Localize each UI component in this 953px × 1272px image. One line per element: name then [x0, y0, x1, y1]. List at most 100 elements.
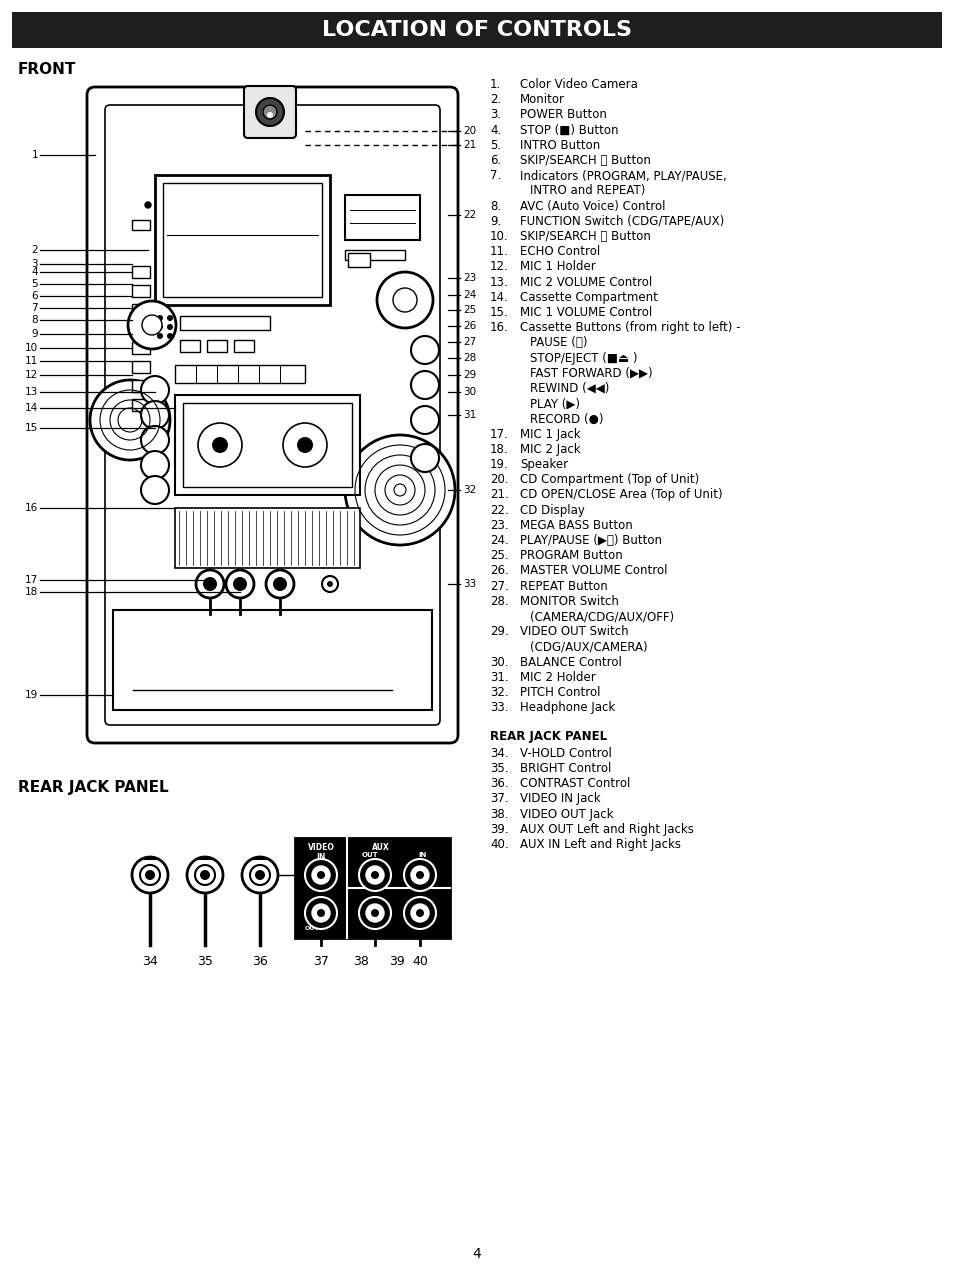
Text: 5: 5: [31, 279, 38, 289]
Text: 35.: 35.: [490, 762, 508, 775]
Text: CD Display: CD Display: [519, 504, 584, 516]
Text: 33.: 33.: [490, 701, 508, 714]
Text: PITCH Control: PITCH Control: [519, 686, 599, 700]
Text: Speaker: Speaker: [519, 458, 568, 471]
Circle shape: [233, 577, 247, 591]
Text: 4.: 4.: [490, 123, 500, 136]
Text: 10: 10: [25, 343, 38, 354]
Text: MIC 1 Jack: MIC 1 Jack: [519, 427, 580, 440]
Bar: [174, 396, 359, 495]
Text: MIC 2 Jack: MIC 2 Jack: [519, 443, 580, 455]
Circle shape: [141, 452, 169, 480]
Circle shape: [141, 401, 169, 429]
Bar: [345, 195, 419, 240]
Text: Cassette Buttons (from right to left) -: Cassette Buttons (from right to left) -: [519, 322, 740, 335]
Circle shape: [316, 909, 325, 917]
Text: V-HOLD Control: V-HOLD Control: [519, 747, 611, 759]
Text: 23.: 23.: [490, 519, 508, 532]
Bar: [132, 304, 150, 315]
Text: FAST FORWARD (▶▶): FAST FORWARD (▶▶): [530, 366, 652, 380]
Bar: [174, 365, 305, 383]
Text: 20.: 20.: [490, 473, 508, 486]
Text: 12: 12: [25, 370, 38, 380]
Text: ECHO Control: ECHO Control: [519, 245, 599, 258]
Bar: [180, 315, 270, 329]
Text: 25.: 25.: [490, 550, 508, 562]
Text: REPEAT Button: REPEAT Button: [519, 580, 607, 593]
Text: STOP (■) Button: STOP (■) Button: [519, 123, 618, 136]
Circle shape: [371, 871, 378, 879]
Text: 1: 1: [31, 150, 38, 160]
Text: RECORD (●): RECORD (●): [530, 412, 603, 425]
Text: 27.: 27.: [490, 580, 508, 593]
Bar: [112, 611, 432, 710]
Text: 24.: 24.: [490, 534, 508, 547]
Circle shape: [157, 333, 163, 340]
Text: FUNCTION Switch (CDG/TAPE/AUX): FUNCTION Switch (CDG/TAPE/AUX): [519, 215, 723, 228]
Circle shape: [345, 435, 455, 544]
Text: 31: 31: [462, 410, 476, 420]
Text: 28.: 28.: [490, 595, 508, 608]
Text: 27: 27: [462, 337, 476, 347]
Circle shape: [242, 857, 277, 893]
Text: 40.: 40.: [490, 838, 508, 851]
Text: 39.: 39.: [490, 823, 508, 836]
Circle shape: [366, 866, 384, 884]
Text: 8.: 8.: [490, 200, 500, 212]
Circle shape: [283, 424, 327, 467]
Circle shape: [322, 576, 337, 591]
Text: 32.: 32.: [490, 686, 508, 700]
Bar: [132, 220, 150, 230]
Circle shape: [393, 287, 416, 312]
Text: 21.: 21.: [490, 488, 508, 501]
Text: 30.: 30.: [490, 655, 508, 669]
Circle shape: [212, 438, 228, 453]
Circle shape: [203, 577, 216, 591]
Circle shape: [411, 336, 438, 364]
Circle shape: [157, 315, 163, 321]
Text: CONTRAST Control: CONTRAST Control: [519, 777, 630, 790]
Bar: [174, 508, 359, 569]
Text: 22: 22: [462, 210, 476, 220]
Bar: [207, 340, 227, 352]
Bar: [233, 340, 253, 352]
Circle shape: [141, 476, 169, 504]
Text: 13: 13: [25, 387, 38, 397]
Circle shape: [250, 865, 270, 885]
Text: Indicators (PROGRAM, PLAY/PAUSE,: Indicators (PROGRAM, PLAY/PAUSE,: [519, 169, 726, 182]
Text: POWER Button: POWER Button: [519, 108, 606, 121]
Text: INTRO Button: INTRO Button: [519, 139, 599, 151]
Circle shape: [167, 324, 172, 329]
Text: 8: 8: [31, 315, 38, 326]
Text: 3.: 3.: [490, 108, 500, 121]
Circle shape: [411, 866, 429, 884]
Circle shape: [305, 859, 336, 890]
Text: 34: 34: [142, 955, 157, 968]
Text: MIC 2 Holder: MIC 2 Holder: [519, 670, 595, 684]
Text: CD Compartment (Top of Unit): CD Compartment (Top of Unit): [519, 473, 699, 486]
Text: MIC 1 VOLUME Control: MIC 1 VOLUME Control: [519, 307, 652, 319]
Text: 19: 19: [25, 689, 38, 700]
Text: 4: 4: [472, 1247, 481, 1261]
Text: AUX OUT Left and Right Jacks: AUX OUT Left and Right Jacks: [519, 823, 693, 836]
Circle shape: [167, 315, 172, 321]
Text: 11.: 11.: [490, 245, 508, 258]
Text: IN: IN: [316, 854, 325, 862]
Text: 17.: 17.: [490, 427, 508, 440]
Circle shape: [226, 570, 253, 598]
Circle shape: [141, 377, 169, 404]
Text: 36: 36: [252, 955, 268, 968]
Circle shape: [167, 333, 172, 340]
Text: 29: 29: [462, 370, 476, 380]
Text: MIC 2 VOLUME Control: MIC 2 VOLUME Control: [519, 276, 652, 289]
Text: LOCATION OF CONTROLS: LOCATION OF CONTROLS: [322, 20, 631, 39]
Circle shape: [263, 106, 276, 120]
Text: BALANCE Control: BALANCE Control: [519, 655, 621, 669]
Text: MASTER VOLUME Control: MASTER VOLUME Control: [519, 565, 667, 577]
Text: 40: 40: [412, 955, 428, 968]
Text: 34.: 34.: [490, 747, 508, 759]
Text: STOP/EJECT (■⏏ ): STOP/EJECT (■⏏ ): [530, 351, 637, 365]
Bar: [348, 253, 370, 267]
Text: 37.: 37.: [490, 792, 508, 805]
Text: 31.: 31.: [490, 670, 508, 684]
